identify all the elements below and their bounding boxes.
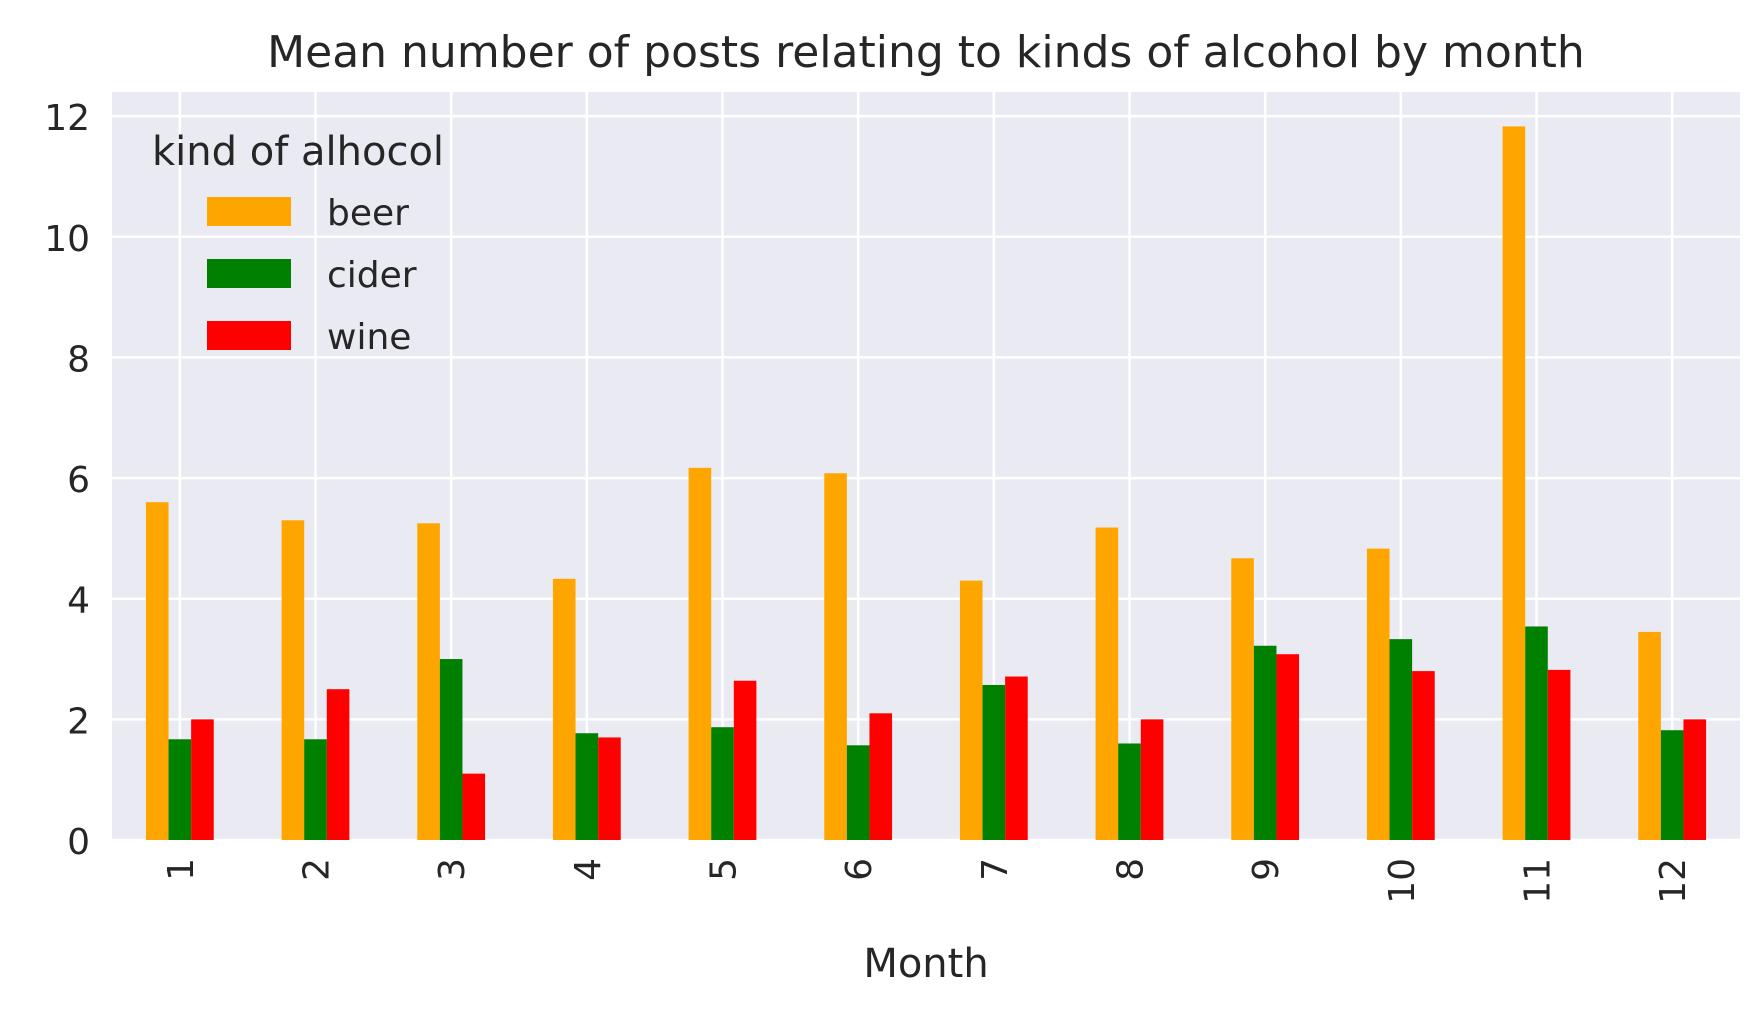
x-tick-label: 3 bbox=[432, 858, 473, 881]
legend: kind of alhocol beer cider wine bbox=[152, 129, 444, 358]
bar-cider-6 bbox=[846, 745, 870, 840]
bar-wine-7 bbox=[1005, 676, 1028, 840]
x-tick-label: 4 bbox=[568, 858, 609, 881]
bar-cider-12 bbox=[1660, 730, 1684, 840]
y-tick-label: 12 bbox=[44, 98, 90, 139]
x-tick-label: 11 bbox=[1518, 858, 1559, 904]
bar-cider-11 bbox=[1525, 626, 1548, 840]
grid-lines bbox=[112, 92, 1740, 842]
bar-wine-3 bbox=[462, 773, 486, 840]
x-tick-label: 5 bbox=[704, 858, 745, 881]
bar-beer-7 bbox=[959, 580, 983, 840]
x-tick-label: 2 bbox=[297, 858, 338, 881]
bar-wine-10 bbox=[1412, 671, 1435, 840]
bar-wine-11 bbox=[1547, 669, 1571, 840]
bar-cider-7 bbox=[982, 684, 1006, 840]
bars bbox=[145, 126, 1707, 841]
y-tick-label: 0 bbox=[67, 822, 90, 863]
bar-wine-5 bbox=[733, 680, 757, 840]
bar-cider-3 bbox=[439, 659, 463, 840]
bar-cider-5 bbox=[711, 727, 734, 840]
legend-swatch-cider bbox=[207, 259, 291, 288]
x-tick-label: 1 bbox=[161, 858, 202, 881]
bar-beer-11 bbox=[1502, 126, 1526, 841]
legend-label-wine: wine bbox=[327, 317, 411, 358]
x-tick-label: 7 bbox=[975, 858, 1016, 881]
x-tick-labels: 1 2 3 4 5 6 7 8 9 10 11 12 bbox=[161, 858, 1694, 904]
bar-beer-6 bbox=[824, 473, 847, 840]
legend-swatch-beer bbox=[207, 197, 291, 226]
bar-beer-4 bbox=[552, 578, 576, 840]
bar-cider-8 bbox=[1118, 743, 1141, 840]
bar-beer-1 bbox=[145, 502, 169, 840]
y-tick-label: 10 bbox=[44, 219, 90, 260]
x-tick-label: 8 bbox=[1111, 858, 1152, 881]
y-tick-label: 4 bbox=[67, 581, 90, 622]
bar-cider-10 bbox=[1389, 639, 1413, 840]
bar-wine-9 bbox=[1276, 654, 1300, 840]
bar-wine-6 bbox=[869, 713, 893, 840]
x-tick-label: 6 bbox=[839, 858, 880, 881]
legend-title: kind of alhocol bbox=[152, 129, 444, 175]
x-tick-label: 10 bbox=[1382, 858, 1423, 904]
x-tick-label: 9 bbox=[1246, 858, 1287, 881]
bar-beer-5 bbox=[688, 467, 712, 840]
bar-beer-3 bbox=[417, 523, 440, 840]
bar-wine-1 bbox=[191, 719, 214, 840]
y-tick-label: 8 bbox=[67, 339, 90, 380]
bar-beer-9 bbox=[1231, 558, 1254, 840]
bar-wine-2 bbox=[326, 689, 350, 840]
bar-wine-4 bbox=[598, 737, 621, 840]
bar-cider-9 bbox=[1253, 645, 1277, 840]
chart-title: Mean number of posts relating to kinds o… bbox=[267, 27, 1585, 78]
plot-area bbox=[112, 92, 1740, 840]
x-tick-label: 12 bbox=[1653, 858, 1694, 904]
bar-cider-1 bbox=[168, 739, 192, 840]
bar-beer-12 bbox=[1638, 631, 1661, 840]
bar-wine-12 bbox=[1683, 719, 1707, 840]
bar-cider-4 bbox=[575, 733, 599, 840]
bar-beer-8 bbox=[1095, 527, 1119, 840]
legend-swatch-wine bbox=[207, 321, 291, 350]
bar-beer-2 bbox=[281, 520, 305, 840]
bar-wine-8 bbox=[1140, 719, 1164, 840]
bar-beer-10 bbox=[1366, 548, 1390, 840]
y-tick-label: 2 bbox=[67, 701, 90, 742]
y-tick-label: 6 bbox=[67, 460, 90, 501]
y-tick-labels: 0 2 4 6 8 10 12 bbox=[44, 98, 90, 863]
bar-cider-2 bbox=[304, 739, 327, 840]
legend-label-cider: cider bbox=[327, 255, 417, 296]
x-axis-label: Month bbox=[863, 941, 988, 987]
legend-label-beer: beer bbox=[327, 193, 409, 234]
